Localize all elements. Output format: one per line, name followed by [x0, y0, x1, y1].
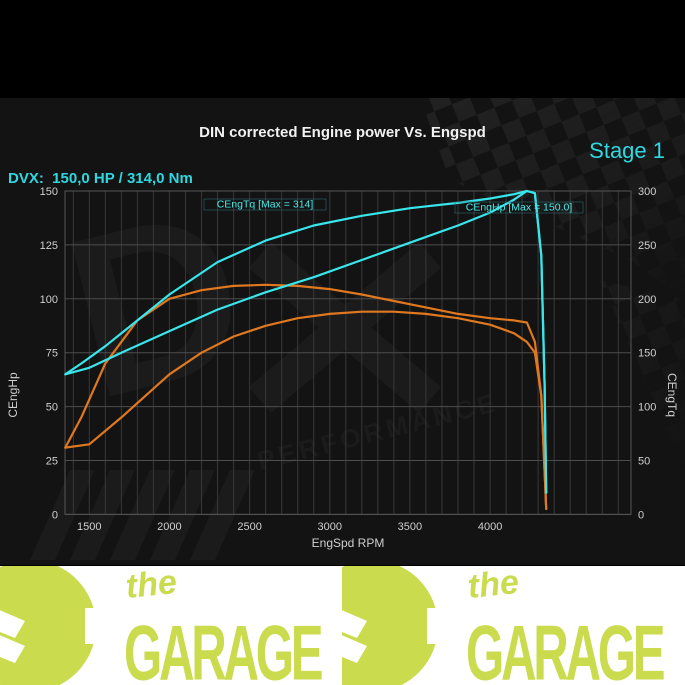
svg-text:200: 200 [638, 294, 656, 306]
svg-text:250: 250 [638, 240, 656, 252]
svg-text:2000: 2000 [157, 521, 181, 533]
svg-text:100: 100 [638, 402, 656, 414]
svg-text:3500: 3500 [398, 521, 422, 533]
svg-text:75: 75 [46, 348, 58, 360]
svg-text:1500: 1500 [77, 521, 101, 533]
svg-text:EngSpd RPM: EngSpd RPM [312, 536, 385, 550]
svg-text:125: 125 [40, 240, 58, 252]
svg-text:0: 0 [52, 509, 58, 521]
svg-text:CEngTq [Max = 314]: CEngTq [Max = 314] [217, 199, 314, 211]
svg-text:50: 50 [638, 456, 650, 468]
svg-text:100: 100 [40, 294, 58, 306]
svg-text:0: 0 [638, 509, 644, 521]
svg-text:CEngHp: CEngHp [6, 372, 20, 418]
svg-text:25: 25 [46, 456, 58, 468]
svg-text:150: 150 [638, 348, 656, 360]
svg-text:2500: 2500 [237, 521, 261, 533]
svg-text:CEngTq: CEngTq [665, 373, 679, 417]
svg-text:3000: 3000 [318, 521, 342, 533]
svg-text:300: 300 [638, 186, 656, 198]
svg-text:50: 50 [46, 402, 58, 414]
svg-text:4000: 4000 [478, 521, 502, 533]
svg-text:CEngHp [Max = 150.0]: CEngHp [Max = 150.0] [466, 202, 573, 214]
svg-text:150: 150 [40, 186, 58, 198]
